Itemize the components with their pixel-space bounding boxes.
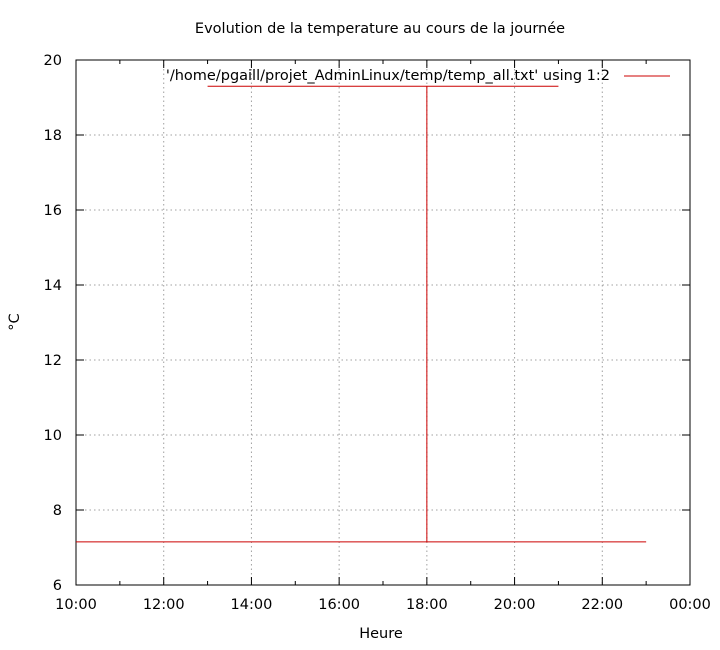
x-tick-label: 00:00 [669, 597, 711, 613]
y-tick-label: 20 [44, 53, 62, 69]
x-tick-label: 14:00 [231, 597, 273, 613]
axes [75, 59, 691, 586]
y-tick-label: 6 [53, 578, 62, 594]
x-axis-label: Heure [359, 626, 403, 642]
grid [76, 60, 690, 585]
plot-frame [75, 59, 691, 586]
series [76, 85, 647, 543]
y-tick-label: 18 [44, 128, 62, 144]
y-tick-label: 12 [44, 353, 62, 369]
y-tick-label: 14 [44, 278, 62, 294]
y-axis-label: °C [7, 313, 23, 330]
x-tick-label: 10:00 [55, 597, 97, 613]
x-tick-label: 18:00 [406, 597, 448, 613]
x-tick-label: 12:00 [143, 597, 185, 613]
x-tick-label: 16:00 [318, 597, 360, 613]
legend: '/home/pgaill/projet_AdminLinux/temp/tem… [166, 68, 670, 84]
y-tick-label: 8 [53, 503, 62, 519]
chart-title: Evolution de la temperature au cours de … [195, 21, 565, 37]
legend-label: '/home/pgaill/projet_AdminLinux/temp/tem… [166, 68, 610, 84]
y-tick-label: 10 [44, 428, 62, 444]
y-tick-label: 16 [44, 203, 62, 219]
x-tick-label: 22:00 [581, 597, 623, 613]
x-tick-label: 20:00 [494, 597, 536, 613]
tick-labels: 10:00 12:00 14:00 16:00 18:00 20:00 22:00 00:00… [44, 53, 711, 613]
